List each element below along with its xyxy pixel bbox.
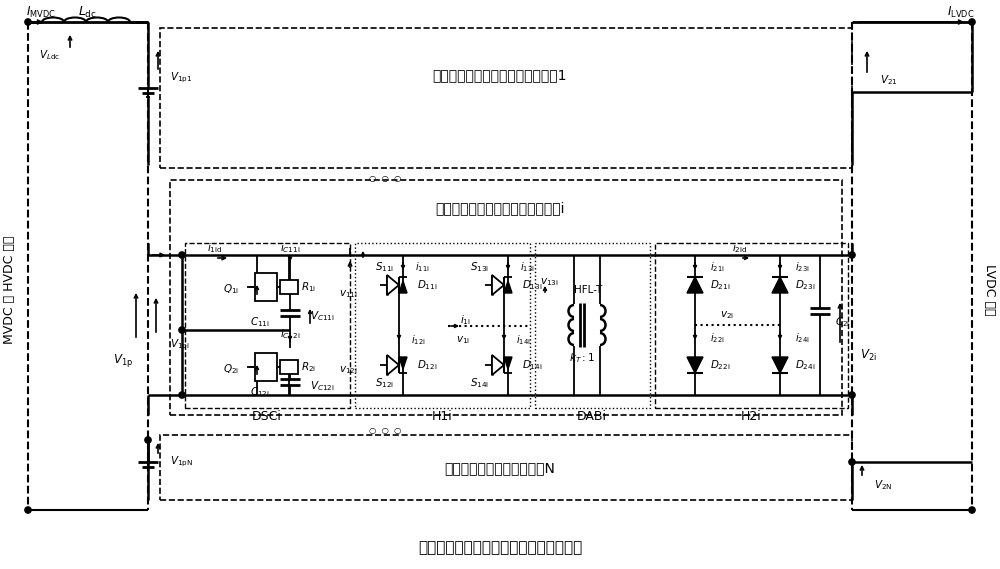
Text: DABi: DABi [577, 410, 607, 423]
Polygon shape [772, 357, 788, 373]
Text: $S_{13\mathrm{i}}$: $S_{13\mathrm{i}}$ [470, 260, 489, 274]
Circle shape [179, 392, 185, 398]
Bar [280, 280, 298, 294]
Text: $v_{13\mathrm{i}}$: $v_{13\mathrm{i}}$ [540, 276, 559, 288]
Polygon shape [387, 275, 399, 295]
Text: $i_{C11\mathrm{i}}$: $i_{C11\mathrm{i}}$ [280, 241, 300, 255]
Circle shape [849, 392, 855, 398]
Polygon shape [492, 355, 504, 375]
Text: $i_{13\mathrm{i}}$: $i_{13\mathrm{i}}$ [520, 260, 535, 274]
Text: $C_{11\mathrm{i}}$: $C_{11\mathrm{i}}$ [250, 315, 270, 329]
Text: $V_{C12\mathrm{i}}$: $V_{C12\mathrm{i}}$ [310, 379, 335, 393]
Text: $V_{\mathrm{1p}}$: $V_{\mathrm{1p}}$ [113, 352, 133, 369]
Text: $v_{1\mathrm{i}}$: $v_{1\mathrm{i}}$ [456, 334, 470, 346]
Text: ○  ○  ○: ○ ○ ○ [369, 174, 401, 183]
Text: $S_{12\mathrm{i}}$: $S_{12\mathrm{i}}$ [375, 376, 394, 390]
Text: $I_{\mathrm{MVDC}}$: $I_{\mathrm{MVDC}}$ [26, 5, 56, 19]
Text: $V_{2\mathrm{i}}$: $V_{2\mathrm{i}}$ [860, 348, 877, 362]
Text: $k_T:1$: $k_T:1$ [569, 351, 595, 365]
Text: $D_{14\mathrm{i}}$: $D_{14\mathrm{i}}$ [522, 358, 543, 372]
Text: $C_{2\mathrm{i}}$: $C_{2\mathrm{i}}$ [835, 315, 850, 329]
Text: H2i: H2i [741, 410, 761, 423]
Text: $v_{12\mathrm{i}}$: $v_{12\mathrm{i}}$ [339, 364, 358, 376]
Polygon shape [387, 355, 399, 375]
Text: MVDC 或 HVDC 母线: MVDC 或 HVDC 母线 [3, 236, 17, 344]
Text: ○  ○  ○: ○ ○ ○ [369, 426, 401, 435]
Text: $Q_{\mathrm{1i}}$: $Q_{\mathrm{1i}}$ [223, 282, 239, 296]
Bar [280, 360, 298, 374]
Circle shape [179, 252, 185, 258]
Polygon shape [399, 281, 407, 293]
Text: 离散化开关电容双主动全桥子模块1: 离散化开关电容双主动全桥子模块1 [433, 68, 567, 82]
Text: LVDC 母线: LVDC 母线 [984, 264, 996, 316]
Text: $V_{\mathrm{1pi}}$: $V_{\mathrm{1pi}}$ [170, 338, 190, 352]
Text: $L_{\mathrm{dc}}$: $L_{\mathrm{dc}}$ [78, 5, 96, 19]
Text: $i_{23\mathrm{i}}$: $i_{23\mathrm{i}}$ [795, 260, 810, 274]
Text: $D_{12\mathrm{i}}$: $D_{12\mathrm{i}}$ [417, 358, 438, 372]
Text: $i_{\mathrm{2id}}$: $i_{\mathrm{2id}}$ [732, 241, 748, 255]
Text: $D_{22\mathrm{i}}$: $D_{22\mathrm{i}}$ [710, 358, 731, 372]
Text: $v_{11\mathrm{i}}$: $v_{11\mathrm{i}}$ [339, 288, 358, 300]
Text: $v_{2\mathrm{i}}$: $v_{2\mathrm{i}}$ [720, 309, 734, 321]
Text: $D_{24\mathrm{i}}$: $D_{24\mathrm{i}}$ [795, 358, 816, 372]
Text: $i_{C12\mathrm{i}}$: $i_{C12\mathrm{i}}$ [280, 327, 300, 341]
Text: $V_{2\mathrm{1}}$: $V_{2\mathrm{1}}$ [880, 73, 898, 87]
Text: $i_{24\mathrm{i}}$: $i_{24\mathrm{i}}$ [795, 331, 810, 345]
Polygon shape [772, 277, 788, 293]
Text: $Q_{\mathrm{2i}}$: $Q_{\mathrm{2i}}$ [223, 362, 239, 376]
Polygon shape [504, 281, 512, 293]
Text: $S_{11\mathrm{i}}$: $S_{11\mathrm{i}}$ [375, 260, 394, 274]
Text: $V_{L\mathrm{dc}}$: $V_{L\mathrm{dc}}$ [39, 48, 60, 62]
Polygon shape [399, 357, 407, 369]
Circle shape [969, 507, 975, 513]
Text: $I_{\mathrm{LVDC}}$: $I_{\mathrm{LVDC}}$ [947, 5, 974, 19]
Circle shape [179, 327, 185, 333]
Text: DSCi: DSCi [252, 410, 282, 423]
Bar [185, 243, 350, 408]
Text: $i_{1\mathrm{i}}$: $i_{1\mathrm{i}}$ [460, 313, 470, 327]
Text: $V_{\mathrm{2N}}$: $V_{\mathrm{2N}}$ [874, 478, 892, 492]
Bar [170, 180, 842, 415]
Circle shape [849, 252, 855, 258]
Text: $D_{13\mathrm{i}}$: $D_{13\mathrm{i}}$ [522, 278, 543, 292]
Text: $C_{12\mathrm{i}}$: $C_{12\mathrm{i}}$ [250, 385, 270, 399]
Bar [255, 273, 277, 301]
Bar [535, 243, 650, 408]
Text: $i_{11\mathrm{i}}$: $i_{11\mathrm{i}}$ [415, 260, 430, 274]
Polygon shape [492, 275, 504, 295]
Text: 离散化开关电容双主动全桥子模块i: 离散化开关电容双主动全桥子模块i [435, 201, 565, 215]
Text: $V_{C11\mathrm{i}}$: $V_{C11\mathrm{i}}$ [310, 309, 335, 323]
Text: $R_{\mathrm{2i}}$: $R_{\mathrm{2i}}$ [301, 360, 316, 374]
Bar [160, 435, 852, 500]
Circle shape [969, 19, 975, 25]
Circle shape [145, 437, 151, 443]
Text: $i_{22\mathrm{i}}$: $i_{22\mathrm{i}}$ [710, 331, 725, 345]
Text: $D_{11\mathrm{i}}$: $D_{11\mathrm{i}}$ [417, 278, 438, 292]
Text: $D_{21\mathrm{i}}$: $D_{21\mathrm{i}}$ [710, 278, 731, 292]
Circle shape [25, 507, 31, 513]
Text: $S_{14\mathrm{i}}$: $S_{14\mathrm{i}}$ [470, 376, 489, 390]
Bar [655, 243, 848, 408]
Bar [160, 28, 852, 168]
Polygon shape [504, 357, 512, 369]
Polygon shape [687, 277, 703, 293]
Text: $i_{12\mathrm{i}}$: $i_{12\mathrm{i}}$ [411, 333, 426, 347]
Text: $V_{\mathrm{1pN}}$: $V_{\mathrm{1pN}}$ [170, 455, 193, 469]
Text: $R_{\mathrm{1i}}$: $R_{\mathrm{1i}}$ [301, 280, 316, 294]
Circle shape [849, 459, 855, 465]
Text: $i_{\mathrm{1id}}$: $i_{\mathrm{1id}}$ [207, 241, 223, 255]
Text: 基于离散化开关电容的模块化直流变压器: 基于离散化开关电容的模块化直流变压器 [418, 541, 582, 555]
Text: $D_{23\mathrm{i}}$: $D_{23\mathrm{i}}$ [795, 278, 816, 292]
Bar [255, 353, 277, 381]
Bar [355, 243, 530, 408]
Text: 离散化开关电容双主动全桥N: 离散化开关电容双主动全桥N [445, 461, 555, 475]
Text: H1i: H1i [432, 410, 452, 423]
Text: $i_{21\mathrm{i}}$: $i_{21\mathrm{i}}$ [710, 260, 725, 274]
Text: $i_{14\mathrm{i}}$: $i_{14\mathrm{i}}$ [516, 333, 531, 347]
Text: HFL-T: HFL-T [574, 285, 602, 295]
Circle shape [25, 19, 31, 25]
Text: $V_{1\mathrm{p1}}$: $V_{1\mathrm{p1}}$ [170, 71, 192, 85]
Polygon shape [687, 357, 703, 373]
